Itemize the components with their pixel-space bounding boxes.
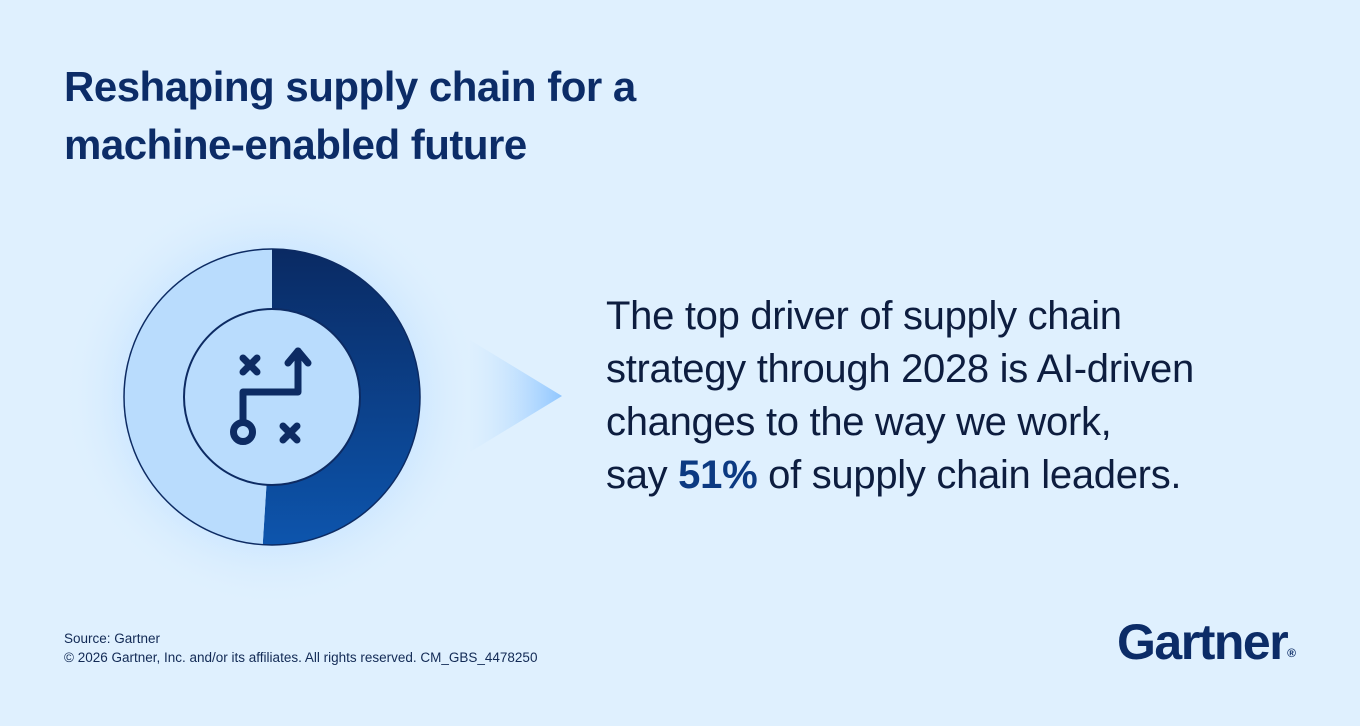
donut-hole bbox=[183, 308, 361, 486]
source-note: Source: Gartner bbox=[64, 631, 161, 646]
statement-suffix: of supply chain leaders. bbox=[757, 453, 1182, 497]
statement-line-2: strategy through 2028 is AI-driven bbox=[606, 347, 1194, 391]
statement-prefix: say bbox=[606, 453, 679, 497]
donut-outline bbox=[123, 248, 421, 546]
title-line-1: Reshaping supply chain for a bbox=[64, 63, 636, 110]
statement-text: The top driver of supply chain strategy … bbox=[606, 290, 1326, 502]
footer: Source: Gartner © 2026 Gartner, Inc. and… bbox=[64, 629, 537, 667]
callout-pointer bbox=[470, 340, 562, 452]
registered-mark: ® bbox=[1287, 646, 1296, 660]
title-line-2: machine-enabled future bbox=[64, 121, 527, 168]
statement-line-3: changes to the way we work, bbox=[606, 400, 1112, 444]
donut-chart bbox=[60, 185, 562, 609]
statement-line-4: say 51% of supply chain leaders. bbox=[606, 449, 1326, 502]
page-title: Reshaping supply chain for a machine-ena… bbox=[64, 58, 784, 174]
statement-percent: 51% bbox=[678, 453, 758, 497]
gartner-logo: Gartner® bbox=[1117, 612, 1296, 685]
statement-line-1: The top driver of supply chain bbox=[606, 294, 1122, 338]
strategy-path-icon bbox=[230, 347, 312, 445]
copyright-note: © 2026 Gartner, Inc. and/or its affiliat… bbox=[64, 650, 538, 665]
logo-text: Gartner bbox=[1117, 614, 1289, 670]
